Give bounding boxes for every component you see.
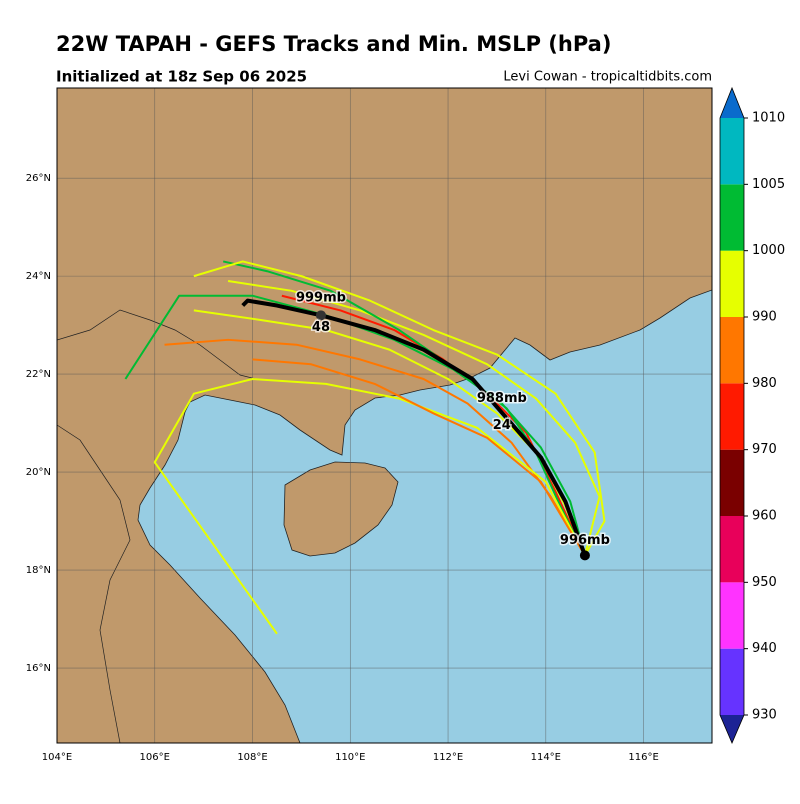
track-start: [579, 550, 590, 561]
colorbar-segment: [720, 250, 744, 317]
y-tick-label: 22°N: [26, 369, 51, 380]
border: [57, 309, 261, 381]
x-tick-label: 108°E: [237, 752, 267, 763]
y-tick-label: 24°N: [26, 271, 51, 282]
member-track: [227, 280, 601, 556]
colorbar-segment: [720, 317, 744, 384]
member-track: [193, 260, 606, 556]
colorbar-label: 940: [752, 641, 777, 656]
x-tick-label: 104°E: [42, 752, 72, 763]
colorbar-segment: [720, 184, 744, 251]
mean-track: [241, 298, 587, 557]
credit: Levi Cowan - tropicaltidbits.com: [503, 70, 712, 85]
x-tick-label: 106°E: [140, 752, 170, 763]
y-tick-label: 18°N: [26, 565, 51, 576]
member-track: [252, 358, 586, 556]
colorbar-label: 960: [752, 509, 777, 524]
member-track: [124, 294, 586, 556]
x-tick-label: 112°E: [433, 752, 463, 763]
colorbar-over: [720, 88, 744, 118]
subtitle: Initialized at 18z Sep 06 2025: [56, 68, 307, 86]
map-frame: [56, 87, 713, 744]
annotation: 988mb: [477, 391, 527, 406]
track-point: [315, 310, 326, 321]
annotation: 48: [312, 320, 330, 335]
annotation: 996mb: [560, 533, 610, 548]
y-tick-label: 16°N: [26, 663, 51, 674]
colorbar-label: 990: [752, 310, 777, 325]
colorbar-segment: [720, 648, 744, 715]
colorbar-label: 1000: [752, 243, 785, 258]
colorbar-label: 1010: [752, 111, 785, 126]
colorbar-label: 1005: [752, 177, 785, 192]
annotation: 999mb: [296, 291, 346, 306]
colorbar-segment: [720, 582, 744, 649]
x-tick-label: 114°E: [531, 752, 561, 763]
title: 22W TAPAH - GEFS Tracks and Min. MSLP (h…: [56, 32, 611, 56]
annotation: 24: [493, 418, 511, 433]
colorbar-label: 980: [752, 376, 777, 391]
y-tick-label: 20°N: [26, 467, 51, 478]
colorbar-segment: [720, 516, 744, 583]
x-tick-label: 110°E: [335, 752, 365, 763]
colorbar-label: 970: [752, 442, 777, 457]
map-area: 996mb 988mb 24 999mb 48: [57, 88, 712, 743]
colorbar-segment: [720, 449, 744, 516]
member-track: [153, 378, 586, 635]
x-tick-label: 116°E: [628, 752, 658, 763]
sea: [137, 289, 712, 743]
hainan-island: [283, 461, 399, 557]
colorbar-segment: [720, 383, 744, 450]
colorbar-under: [720, 715, 744, 743]
border: [57, 424, 131, 743]
y-tick-label: 26°N: [26, 173, 51, 184]
colorbar-label: 930: [752, 708, 777, 723]
colorbar-segment: [720, 118, 744, 185]
colorbar-label: 950: [752, 575, 777, 590]
